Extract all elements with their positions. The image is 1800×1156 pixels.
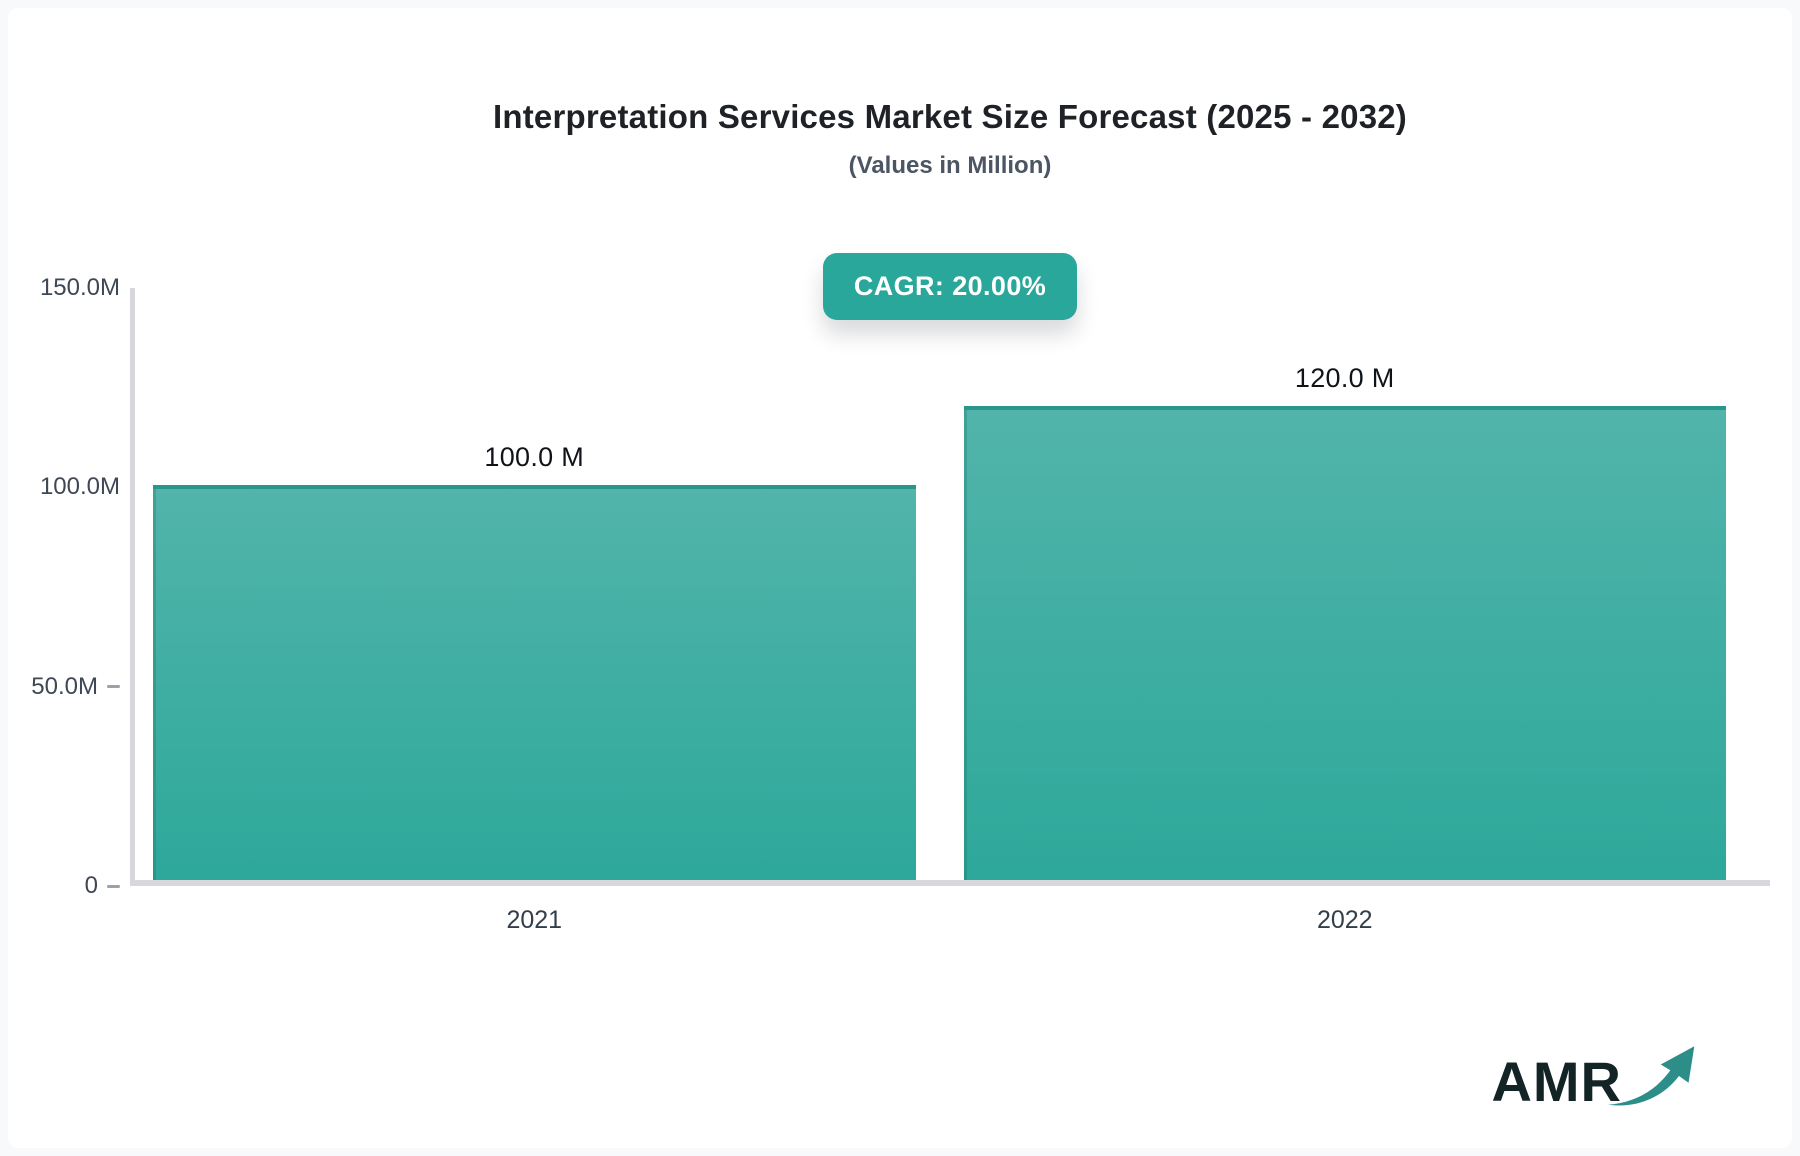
bar-value-label-2021: 100.0 M <box>484 442 585 473</box>
y-tick-0: 0 <box>85 872 120 900</box>
bar-group-2022: 120.0 M <box>963 288 1726 880</box>
y-tick-label: 50.0M <box>31 672 98 700</box>
y-tick-150m: 150.0M <box>40 274 120 302</box>
y-tick-50m: 50.0M <box>31 673 120 701</box>
chart-title: Interpretation Services Market Size Fore… <box>492 98 1407 135</box>
x-axis-labels: 2021 2022 <box>135 906 1770 935</box>
y-axis: 150.0M 100.0M 50.0M 0 <box>8 274 130 899</box>
amr-logo-text: AMR <box>1491 1050 1622 1113</box>
x-axis-label-2022: 2022 <box>1316 906 1373 934</box>
x-axis-label-2021: 2021 <box>506 906 563 934</box>
bar-2022[interactable] <box>963 406 1726 880</box>
bar-chart: 150.0M 100.0M 50.0M 0 100.0 M <box>8 274 1770 934</box>
bars-container: 100.0 M 120.0 M <box>135 288 1770 880</box>
y-tick-mark <box>107 884 120 888</box>
y-tick-label: 0 <box>84 872 98 899</box>
y-tick-100m: 100.0M <box>40 473 120 501</box>
y-tick-label: 100.0M <box>39 473 120 501</box>
plot-area: 100.0 M 120.0 M 2021 2022 <box>130 288 1770 934</box>
trend-up-arrow-icon <box>1607 1046 1695 1106</box>
bar-group-2021: 100.0 M <box>153 288 916 880</box>
chart-header: Interpretation Services Market Size Fore… <box>130 8 1770 180</box>
chart-subtitle: (Values in Million) <box>848 151 1052 179</box>
y-tick-mark <box>107 685 120 689</box>
y-tick-label: 150.0M <box>39 274 120 301</box>
chart-card: Interpretation Services Market Size Fore… <box>8 8 1792 1148</box>
bar-value-label-2022: 120.0 M <box>1294 363 1395 394</box>
amr-logo: AMR <box>1491 1040 1702 1110</box>
bar-2021[interactable] <box>153 485 916 880</box>
